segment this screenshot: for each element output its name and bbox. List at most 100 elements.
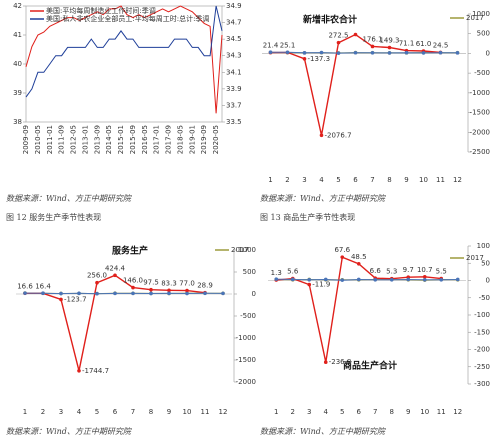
point [77,291,81,296]
y2-tick-label: 34.1 [226,68,242,76]
x-tick-label: 1 [268,176,272,184]
y-tick-label: -250 [474,363,490,371]
y2-tick-label: 33.9 [226,85,242,93]
point [323,360,328,364]
x-tick-label: 7 [131,408,135,416]
point [59,297,63,302]
x-tick-label: 1 [23,408,27,416]
point [307,282,312,287]
point [340,278,345,282]
y-tick-label: -1000 [470,89,490,97]
point [290,277,295,282]
x-tick-label: 12 [453,408,462,416]
x-tick-label: 3 [59,408,63,416]
y-tick-label: -300 [474,380,490,388]
data-label: 9.7 [403,266,414,274]
series-line [25,274,206,371]
x-tick-label: 9 [406,408,410,416]
y-tick-label: -1500 [470,109,490,117]
x-tick-label: 2019-09 [200,125,208,154]
caption: 图 13 商品生产季节性表现 [260,212,355,222]
legend-label: 2017 [466,14,484,22]
point [307,278,312,282]
point [353,50,358,55]
x-tick-label: 2018-05 [176,125,184,154]
series-line [24,292,224,295]
data-label: 25.1 [280,41,296,49]
point [23,291,27,295]
point [438,50,443,55]
x-tick-label: 6 [113,408,118,416]
x-tick-label: 2015-01 [117,125,125,154]
point [422,275,427,279]
x-tick-label: 7 [370,176,374,184]
x-tick-label: 8 [390,408,394,416]
point [149,287,153,292]
point [370,50,375,55]
y-tick-label: 1000 [472,10,490,18]
point [95,291,99,296]
x-tick-label: 9 [404,176,408,184]
data-label: 77.0 [179,280,195,288]
y-tick-label: 40 [13,60,22,68]
data-label: -1744.7 [82,367,109,375]
y-tick-label: 41 [13,31,22,39]
data-label: 10.7 [417,266,433,274]
y-tick-label: -500 [474,69,490,77]
y-tick-label: -2000 [470,128,490,136]
y-tick-label: -50 [479,294,490,302]
x-tick-label: 2014-05 [105,125,113,154]
data-label: -137.3 [308,55,331,63]
x-tick-label: 12 [453,176,462,184]
x-tick-label: 2015-09 [129,125,137,154]
y-tick-label: 0 [486,49,490,57]
point [113,273,117,278]
y-tick-label: 0 [252,290,256,298]
point [406,277,411,282]
point [302,51,307,55]
point [274,277,279,281]
data-label: 272.5 [328,32,348,40]
data-label: 256.0 [87,272,107,280]
point [323,277,328,282]
point [387,51,392,55]
x-tick-label: 4 [324,408,329,416]
data-label: 5.6 [287,268,299,276]
point [302,57,307,61]
x-tick-label: 4 [319,176,324,184]
y-tick-label: -1000 [236,334,256,342]
point [41,291,45,296]
series-line [270,51,458,54]
point [404,50,409,55]
y-tick-label: 39 [13,89,22,97]
point [319,50,324,55]
point [455,51,460,55]
x-tick-label: 5 [336,176,340,184]
y-tick-label: 1000 [238,246,256,254]
point [131,285,135,290]
x-tick-label: 2011-01 [46,125,54,154]
data-label: 16.6 [17,282,33,290]
point [167,288,171,293]
point [387,45,392,50]
point [113,291,117,296]
point [356,261,361,266]
data-label: 97.5 [143,279,159,287]
point [95,280,99,285]
point [185,288,189,293]
legend-label: 2017 [231,246,249,254]
x-tick-label: 11 [437,408,446,416]
x-tick-label: 11 [201,408,210,416]
data-label: 6.6 [370,267,382,275]
y-tick-label: 42 [13,2,22,10]
point [167,291,171,296]
point [455,277,460,282]
y2-tick-label: 34.3 [226,52,242,60]
source: 数据来源：Wind、方正中期研究院 [6,427,133,436]
chart-title: 新增非农合计 [303,14,357,26]
source: 数据来源：Wind、方正中期研究院 [6,194,133,203]
point [131,291,135,296]
x-tick-label: 12 [219,408,228,416]
x-tick-label: 2 [285,176,289,184]
